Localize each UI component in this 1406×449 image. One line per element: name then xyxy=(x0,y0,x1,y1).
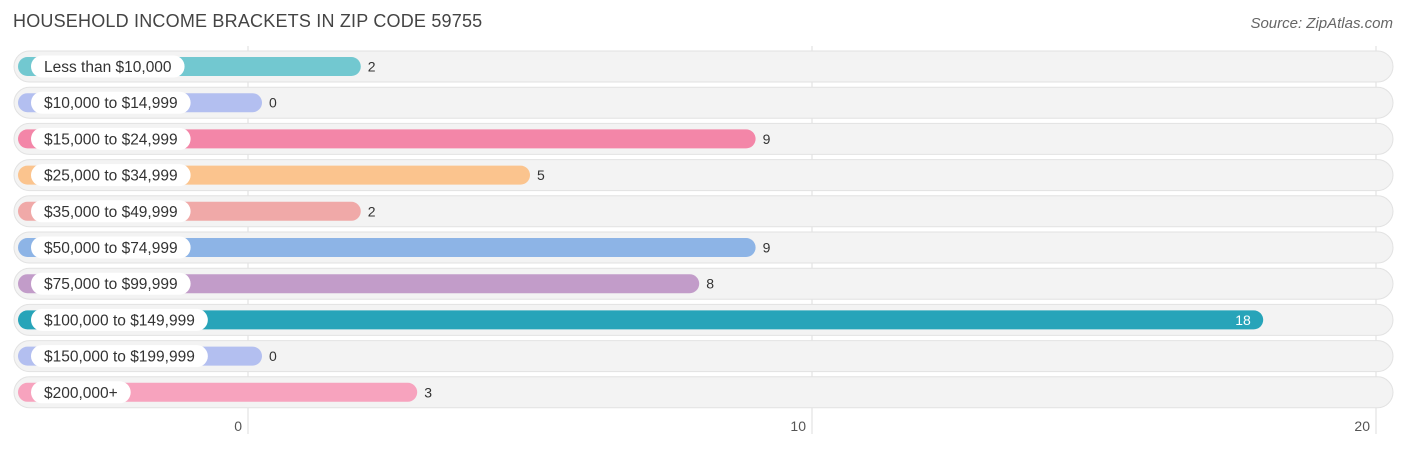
value-label: 8 xyxy=(706,276,714,292)
category-label: $10,000 to $14,999 xyxy=(44,95,178,112)
value-label: 9 xyxy=(763,240,771,256)
value-label: 18 xyxy=(1235,312,1251,328)
category-label: Less than $10,000 xyxy=(44,59,172,76)
x-tick-label: 0 xyxy=(234,418,242,434)
category-label: $200,000+ xyxy=(44,385,118,402)
row-background xyxy=(13,195,1394,228)
row-background xyxy=(13,86,1394,119)
category-label-pill xyxy=(31,236,191,259)
x-tick-label: 10 xyxy=(790,418,806,434)
category-label: $150,000 to $199,999 xyxy=(44,349,195,366)
category-label: $15,000 to $24,999 xyxy=(44,131,178,148)
chart-title: HOUSEHOLD INCOME BRACKETS IN ZIP CODE 59… xyxy=(13,11,483,31)
category-label-pill xyxy=(31,308,208,331)
value-label: 0 xyxy=(269,95,277,111)
value-label: 0 xyxy=(269,348,277,364)
row-background xyxy=(13,50,1394,83)
category-label-pill xyxy=(31,55,185,78)
category-label-pill xyxy=(31,272,191,295)
category-label-pill xyxy=(31,200,191,223)
category-label-pill xyxy=(31,345,208,368)
category-label: $50,000 to $74,999 xyxy=(44,240,178,257)
category-label: $35,000 to $49,999 xyxy=(44,204,178,221)
bar xyxy=(18,129,756,149)
category-label: $25,000 to $34,999 xyxy=(44,168,178,185)
value-label: 9 xyxy=(763,131,771,147)
category-label-pill xyxy=(31,127,191,150)
value-label: 2 xyxy=(368,59,376,75)
bar xyxy=(18,310,1264,330)
value-label: 3 xyxy=(424,384,432,400)
bar xyxy=(18,238,756,257)
row-background xyxy=(13,340,1394,373)
value-label: 5 xyxy=(537,167,545,183)
category-label-pill xyxy=(31,381,131,404)
chart-source: Source: ZipAtlas.com xyxy=(1250,15,1393,32)
category-label: $100,000 to $149,999 xyxy=(44,312,195,329)
category-label: $75,000 to $99,999 xyxy=(44,276,178,293)
x-tick-label: 20 xyxy=(1354,418,1370,434)
category-label-pill xyxy=(31,91,191,114)
category-label-pill xyxy=(31,164,191,187)
value-label: 2 xyxy=(368,203,376,219)
